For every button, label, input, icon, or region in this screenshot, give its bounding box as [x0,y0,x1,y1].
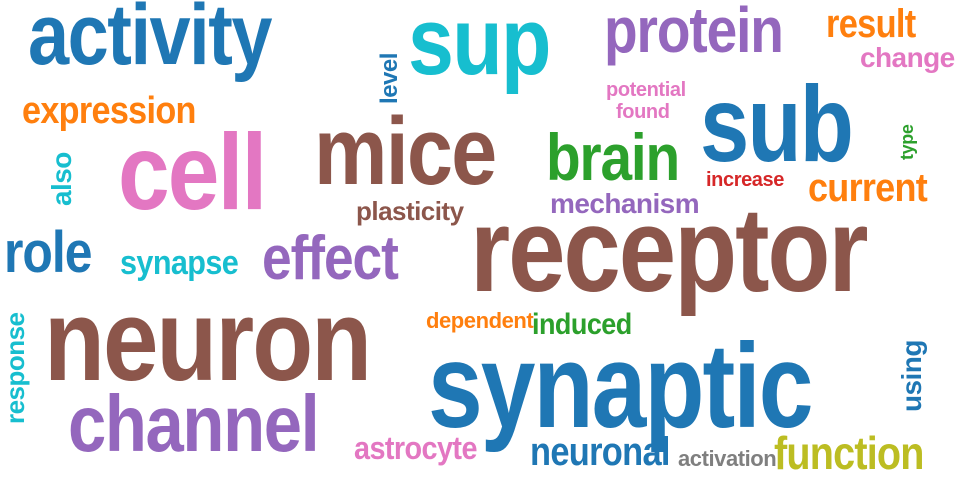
word-change: change [860,42,955,73]
word-effect: effect [262,224,399,293]
word-plasticity: plasticity [356,196,464,226]
word-protein: protein [604,0,784,66]
word-result: result [826,2,916,46]
word-channel: channel [68,379,320,468]
word-potential: potential [606,79,686,101]
word-current: current [808,166,928,210]
word-synapse: synapse [120,244,239,282]
word-using: using [896,340,927,412]
word-receptor: receptor [470,183,869,317]
word-neuronal: neuronal [530,430,670,474]
word-brain: brain [546,120,680,194]
word-type: type [897,124,917,160]
word-found: found [616,101,670,123]
word-astrocyte: astrocyte [354,430,477,466]
word-sub: sub [700,63,854,184]
word-cell: cell [118,111,267,232]
word-increase: increase [706,169,784,191]
word-mice: mice [314,98,497,205]
word-activation: activation [678,446,777,471]
word-neuron: neuron [44,275,372,405]
word-activity: activity [28,0,273,83]
word-induced: induced [532,308,632,341]
word-sup: sup [408,0,551,95]
word-dependent: dependent [426,308,534,333]
word-also: also [46,152,77,206]
word-response: response [0,312,30,424]
word-synaptic: synaptic [428,319,813,453]
word-mechanism: mechanism [550,188,700,219]
word-level: level [376,53,403,104]
word-role: role [4,220,92,285]
word-function: function [774,427,924,479]
word-expression: expression [22,90,196,132]
